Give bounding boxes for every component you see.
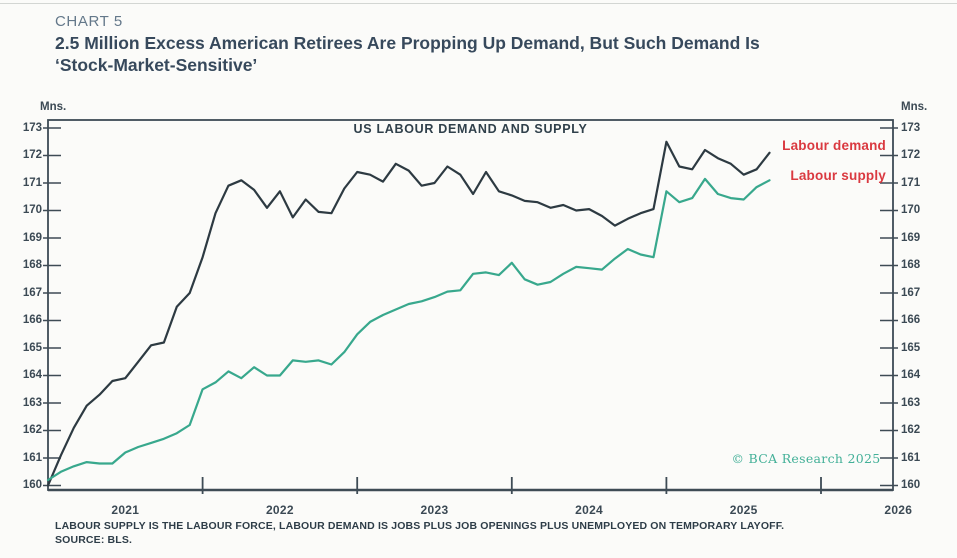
y-axis-tick-label-right: 164 [901, 369, 921, 381]
footnote-definition: LABOUR SUPPLY IS THE LABOUR FORCE, LABOU… [55, 520, 785, 532]
y-axis-tick-label-left: 164 [22, 369, 42, 381]
x-axis-year-label: 2024 [575, 503, 604, 517]
y-axis-tick-label-right: 173 [901, 121, 921, 134]
y-axis-tick-label-right: 170 [901, 204, 921, 216]
y-axis-tick-label-right: 168 [901, 259, 921, 271]
x-axis-year-label: 2021 [111, 503, 140, 517]
y-axis-tick-label-right: 172 [901, 149, 921, 161]
top-divider [0, 3, 957, 4]
y-axis-tick-label-left: 163 [22, 396, 42, 409]
y-axis-unit-left: Mns. [40, 101, 67, 113]
page-title-line1: 2.5 Million Excess American Retirees Are… [55, 33, 760, 53]
y-axis-tick-label-right: 160 [901, 479, 921, 491]
x-axis-year-label: 2023 [420, 503, 449, 517]
page-title-line2: ‘Stock-Market-Sensitive’ [55, 55, 258, 75]
labour-demand-line [46, 140, 771, 487]
y-axis-tick-label-left: 173 [22, 121, 42, 134]
y-axis-tick-label-left: 162 [22, 424, 42, 436]
page-title: 2.5 Million Excess American Retirees Are… [55, 32, 915, 76]
y-axis-tick-label-left: 171 [22, 176, 42, 189]
plot-canvas [43, 119, 898, 494]
y-axis-tick-label-right: 162 [901, 424, 921, 436]
copyright-notice: © BCA Research 2025 [731, 451, 881, 466]
x-axis-year-label: 2026 [884, 503, 913, 517]
y-axis-tick-label-left: 161 [22, 451, 42, 464]
legend-label-supply: Labour supply [790, 168, 886, 183]
y-axis-tick-label-left: 167 [22, 286, 42, 299]
y-axis-tick-label-right: 163 [901, 396, 921, 409]
y-axis-tick-label-left: 166 [22, 314, 42, 326]
y-axis-tick-label-right: 169 [901, 231, 921, 244]
y-axis-tick-label-left: 160 [22, 479, 42, 491]
chart-kicker: CHART 5 [55, 13, 123, 30]
y-axis-tick-label-right: 165 [901, 341, 921, 354]
y-axis-tick-label-left: 168 [22, 259, 42, 271]
y-axis-tick-label-right: 167 [901, 286, 921, 299]
y-axis-tick-label-left: 169 [22, 231, 42, 244]
y-axis-tick-label-left: 172 [22, 149, 42, 161]
y-axis-tick-label-right: 171 [901, 176, 921, 189]
x-axis-year-label: 2025 [729, 503, 758, 517]
labour-supply-line [46, 177, 771, 482]
plot-title: US LABOUR DEMAND AND SUPPLY [353, 122, 588, 136]
y-axis-tick-label-right: 166 [901, 314, 921, 326]
y-axis-tick-label-right: 161 [901, 451, 921, 464]
legend-label-demand: Labour demand [782, 138, 886, 153]
y-axis-tick-label-left: 170 [22, 204, 42, 216]
y-axis-tick-label-left: 165 [22, 341, 42, 354]
footnote-source: SOURCE: BLS. [55, 534, 133, 546]
y-axis-unit-right: Mns. [901, 101, 928, 113]
x-axis-year-label: 2022 [265, 503, 294, 517]
